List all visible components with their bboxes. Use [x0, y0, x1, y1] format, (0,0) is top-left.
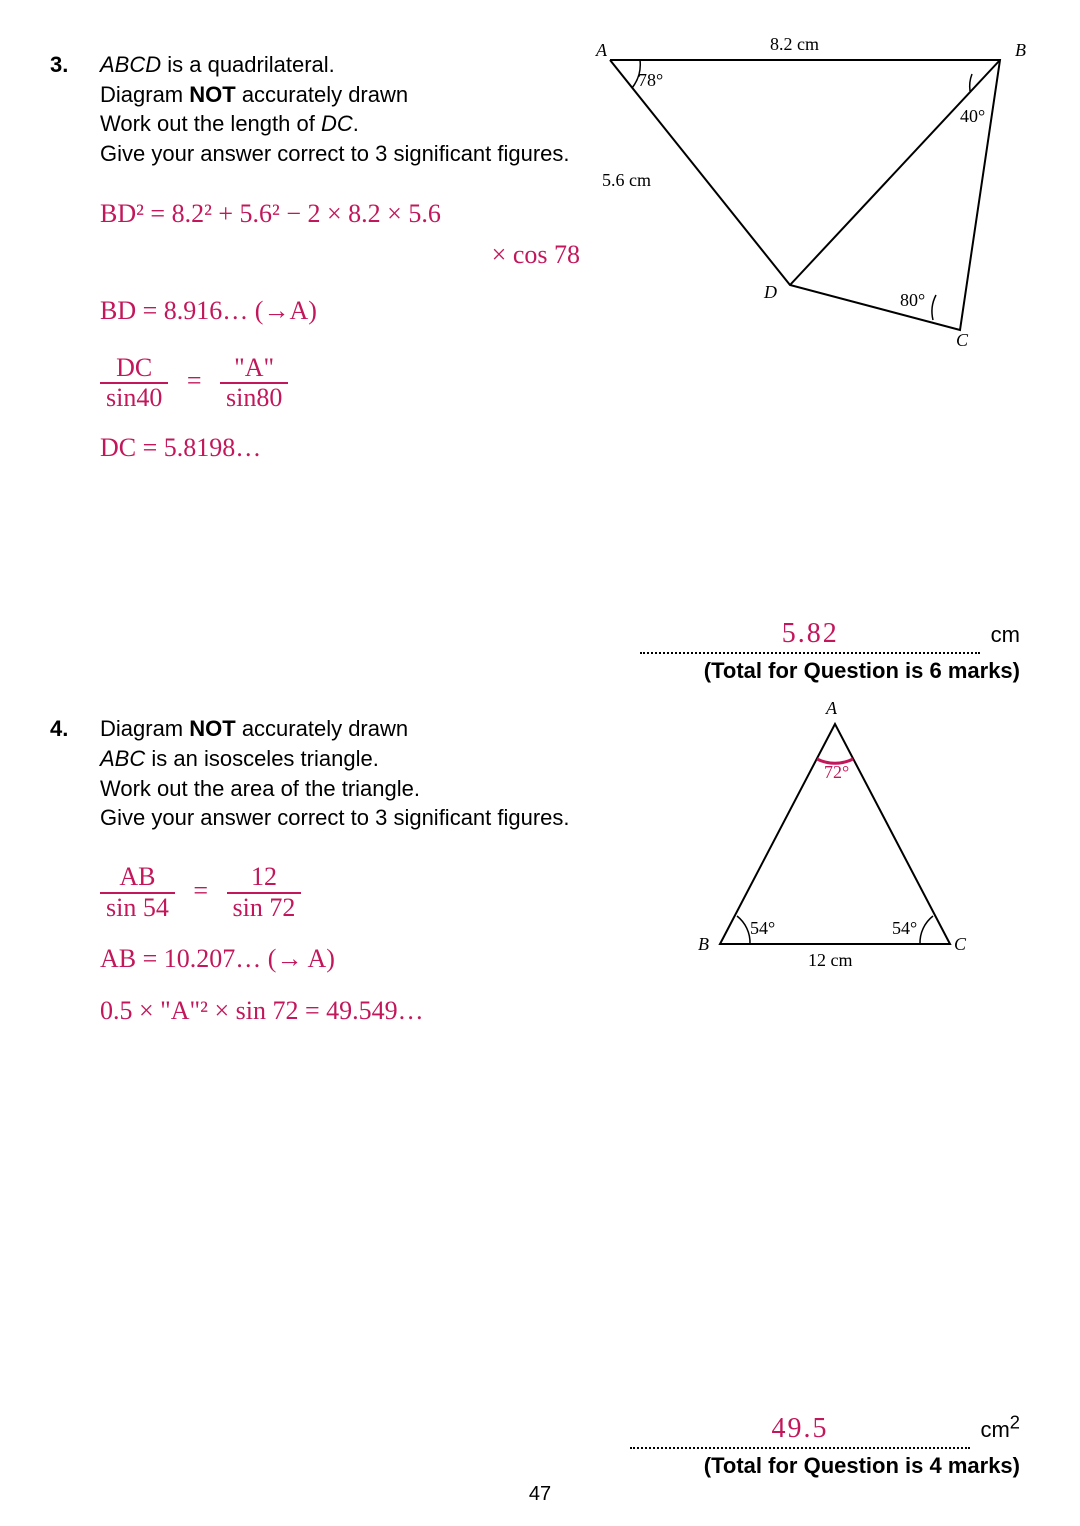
q3-angle-B: 40° — [960, 106, 985, 127]
q4-answer-line: 49.5 cm2 — [100, 1411, 1020, 1448]
q4-answer: 49.5 — [630, 1413, 970, 1449]
q4-angle-A: 72° — [824, 762, 849, 783]
q3-frac-left: DC sin40 — [100, 354, 168, 413]
q3-label-AB: 8.2 cm — [770, 34, 819, 55]
q4-frac-right: 12 sin 72 — [227, 863, 302, 922]
q3-label-B: B — [1015, 40, 1026, 61]
q4-frac-left: AB sin 54 — [100, 863, 175, 922]
q3-prompt-line: Diagram NOT accurately drawn — [100, 80, 620, 110]
q4-total: (Total for Question is 4 marks) — [100, 1453, 1020, 1479]
q3-total: (Total for Question is 6 marks) — [100, 658, 1020, 684]
q4-unit: cm2 — [980, 1417, 1020, 1442]
q4-prompt-line: Work out the area of the triangle. — [100, 774, 620, 804]
question-4: 4. Diagram NOT accurately drawn ABC is a… — [50, 714, 1020, 1478]
q3-frac-right: "A" sin80 — [220, 354, 288, 413]
q3-diagram: A B C D 8.2 cm 5.6 cm 78° 40° 80° — [590, 40, 1030, 360]
q3-answer: 5.82 — [640, 618, 980, 654]
q4-prompt-line: Give your answer correct to 3 significan… — [100, 803, 620, 833]
q4-label-C: C — [954, 934, 966, 955]
q3-label-C: C — [956, 330, 968, 351]
q3-label-D: D — [764, 282, 777, 303]
q4-working: AB sin 54 = 12 sin 72 AB = 10.207… (→ A)… — [100, 863, 660, 1031]
q3-body: ABCD is a quadrilateral. Diagram NOT acc… — [100, 50, 1020, 684]
q4-angle-B: 54° — [750, 918, 775, 939]
q3-unit: cm — [991, 622, 1020, 647]
question-3: 3. ABCD is a quadrilateral. Diagram NOT … — [50, 50, 1020, 684]
q3-answer-line: 5.82 cm — [100, 618, 1020, 654]
q3-work-line2: BD = 8.916… (→A) — [100, 290, 660, 332]
q4-diagram: A B C 54° 54° 72° 12 cm — [690, 704, 980, 984]
q3-prompt-line: ABCD is a quadrilateral. — [100, 50, 620, 80]
q3-work-line1b: × cos 78 — [100, 234, 660, 276]
q3-work-line4: DC = 5.8198… — [100, 427, 660, 469]
q3-label-A: A — [596, 40, 607, 61]
q3-angle-C: 80° — [900, 290, 925, 311]
q3-working: BD² = 8.2² + 5.6² − 2 × 8.2 × 5.6 × cos … — [100, 193, 660, 469]
q4-number: 4. — [50, 714, 100, 1478]
q4-label-B: B — [698, 934, 709, 955]
q3-label-AD: 5.6 cm — [602, 170, 651, 191]
q4-svg — [690, 704, 980, 984]
q3-work-line1a: BD² = 8.2² + 5.6² − 2 × 8.2 × 5.6 — [100, 193, 660, 235]
q4-angle-C: 54° — [892, 918, 917, 939]
q4-body: Diagram NOT accurately drawn ABC is an i… — [100, 714, 1020, 1478]
page-number: 47 — [529, 1483, 551, 1506]
q3-prompt: ABCD is a quadrilateral. Diagram NOT acc… — [100, 50, 620, 169]
q4-prompt: Diagram NOT accurately drawn ABC is an i… — [100, 714, 620, 833]
q4-prompt-line: Diagram NOT accurately drawn — [100, 714, 620, 744]
q3-number: 3. — [50, 50, 100, 684]
q4-prompt-line: ABC is an isosceles triangle. — [100, 744, 620, 774]
q3-prompt-line: Give your answer correct to 3 significan… — [100, 139, 620, 169]
q4-work-line3: 0.5 × "A"² × sin 72 = 49.549… — [100, 990, 660, 1032]
q4-label-BC: 12 cm — [808, 950, 853, 971]
q4-label-A: A — [826, 698, 837, 719]
q4-work-line2: AB = 10.207… (→ A) — [100, 938, 660, 980]
q3-angle-A: 78° — [638, 70, 663, 91]
q3-prompt-line: Work out the length of DC. — [100, 109, 620, 139]
